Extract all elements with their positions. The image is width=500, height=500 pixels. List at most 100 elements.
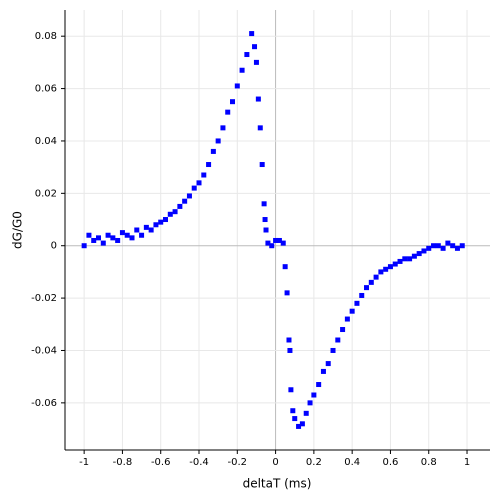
point bbox=[261, 201, 267, 207]
point bbox=[273, 237, 279, 243]
point bbox=[402, 256, 408, 262]
point bbox=[262, 217, 268, 223]
point bbox=[96, 235, 102, 241]
point bbox=[134, 227, 140, 233]
point bbox=[435, 243, 441, 249]
point bbox=[206, 162, 212, 168]
point bbox=[172, 209, 178, 215]
point bbox=[426, 245, 432, 251]
point bbox=[249, 31, 255, 37]
point bbox=[191, 185, 197, 191]
y-tick-label: 0.04 bbox=[35, 136, 57, 147]
x-axis-label: deltaT (ms) bbox=[243, 477, 312, 491]
x-tick-label: 1 bbox=[464, 457, 470, 468]
point bbox=[416, 251, 422, 257]
point bbox=[234, 83, 240, 89]
point bbox=[454, 245, 460, 251]
point bbox=[276, 237, 282, 243]
point bbox=[292, 416, 298, 422]
point bbox=[86, 232, 92, 238]
point bbox=[148, 227, 154, 233]
point bbox=[153, 222, 159, 228]
point bbox=[387, 264, 393, 270]
point bbox=[407, 256, 413, 262]
y-tick-label: -0.02 bbox=[31, 293, 57, 304]
x-tick-label: 0.4 bbox=[344, 457, 360, 468]
x-tick-label: 0 bbox=[272, 457, 278, 468]
x-tick-label: -1 bbox=[79, 457, 89, 468]
x-tick-label: 0.2 bbox=[306, 457, 322, 468]
x-tick-label: 0.6 bbox=[382, 457, 398, 468]
point bbox=[335, 337, 341, 343]
point bbox=[252, 44, 258, 50]
point bbox=[255, 96, 261, 102]
y-tick-label: -0.06 bbox=[31, 398, 57, 409]
y-tick-label: -0.04 bbox=[31, 345, 57, 356]
y-axis-label: dG/G0 bbox=[11, 211, 25, 249]
point bbox=[186, 193, 192, 199]
point bbox=[119, 230, 125, 236]
point bbox=[129, 235, 135, 241]
point bbox=[316, 382, 322, 388]
point bbox=[110, 235, 116, 241]
point bbox=[368, 279, 374, 285]
point bbox=[344, 316, 350, 322]
point bbox=[286, 337, 292, 343]
point bbox=[196, 180, 202, 186]
point bbox=[349, 308, 355, 314]
point bbox=[340, 327, 346, 333]
point bbox=[177, 203, 183, 209]
x-tick-label: -0.8 bbox=[113, 457, 133, 468]
point bbox=[253, 59, 259, 65]
point bbox=[440, 245, 446, 251]
point bbox=[269, 243, 275, 249]
point bbox=[167, 211, 173, 217]
point bbox=[239, 67, 245, 73]
point bbox=[303, 410, 309, 416]
point bbox=[359, 292, 365, 298]
point bbox=[296, 423, 302, 429]
point bbox=[282, 264, 288, 270]
point bbox=[259, 162, 265, 168]
point bbox=[163, 217, 169, 223]
point bbox=[325, 361, 331, 367]
point bbox=[91, 237, 97, 243]
x-tick-label: -0.6 bbox=[151, 457, 171, 468]
y-tick-label: 0.06 bbox=[35, 84, 57, 95]
point bbox=[445, 240, 451, 246]
y-tick-label: 0.02 bbox=[35, 188, 57, 199]
point bbox=[143, 224, 149, 230]
point bbox=[220, 125, 226, 131]
point bbox=[158, 219, 164, 225]
point bbox=[431, 243, 437, 249]
point bbox=[100, 240, 106, 246]
point bbox=[450, 243, 456, 249]
point bbox=[288, 387, 294, 393]
y-tick-label: 0.08 bbox=[35, 31, 57, 42]
point bbox=[364, 285, 370, 291]
point bbox=[320, 368, 326, 374]
point bbox=[284, 290, 290, 296]
point bbox=[182, 198, 188, 204]
point bbox=[459, 243, 465, 249]
point bbox=[230, 99, 236, 105]
point bbox=[124, 232, 130, 238]
x-tick-label: -0.2 bbox=[228, 457, 248, 468]
point bbox=[115, 237, 121, 243]
x-tick-label: 0.8 bbox=[421, 457, 437, 468]
x-tick-label: -0.4 bbox=[189, 457, 209, 468]
point bbox=[378, 269, 384, 275]
point bbox=[411, 253, 417, 259]
point bbox=[201, 172, 207, 178]
point bbox=[215, 138, 221, 144]
point bbox=[139, 232, 145, 238]
point bbox=[263, 227, 269, 233]
point bbox=[265, 240, 271, 246]
point bbox=[244, 52, 250, 58]
point bbox=[81, 243, 87, 249]
point bbox=[383, 266, 389, 272]
point bbox=[397, 258, 403, 264]
point bbox=[354, 300, 360, 306]
